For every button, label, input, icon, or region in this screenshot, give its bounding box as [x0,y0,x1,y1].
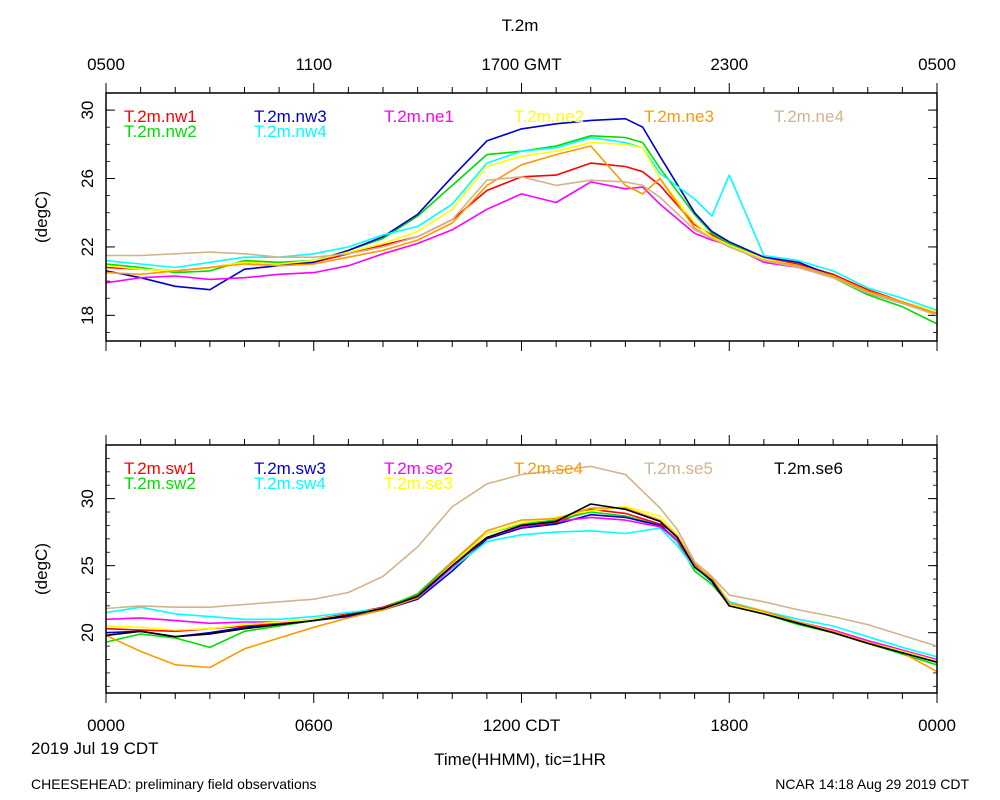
series-line-t-2m-nw1 [105,162,938,315]
legend-t-2m-sw2: T.2m.sw2 [124,474,196,493]
legend-t-2m-nw1: T.2m.nw1 [124,107,197,126]
x-tick-label: 0000 [87,716,125,735]
series-line-t-2m-se5 [105,465,938,647]
series-line-t-2m-nw4 [105,136,938,311]
top-y-axis-label: (degC) [32,191,51,243]
x-tick-label: 1100 [295,55,332,74]
y-tick-label: 22 [78,237,97,256]
series-line-t-2m-sw3 [105,513,938,662]
y-tick-label: 25 [78,556,97,575]
series-line-t-2m-sw4 [105,527,938,658]
series-line-t-2m-se4 [105,507,938,673]
x-tick-label: 0600 [295,716,333,735]
x-tick-label: 0500 [918,55,956,74]
footer-left: CHEESEHEAD: preliminary field observatio… [31,776,317,792]
legend-t-2m-sw1: T.2m.sw1 [124,459,196,478]
top-x-ticks [105,83,938,351]
series-line-t-2m-se6 [105,503,938,663]
y-tick-label: 20 [78,623,97,642]
bottom-panel: 20 25 30 0000 0600 1200 CDT 1800 0000 (degC) 2… [31,435,956,769]
legend-t-2m-ne2: T.2m.ne2 [514,107,584,126]
top-series-lines [105,117,938,325]
y-tick-label: 30 [78,489,97,508]
series-line-t-2m-nw3 [105,117,938,313]
legend-t-2m-se5: T.2m.se5 [644,459,713,478]
legend-t-2m-sw3: T.2m.sw3 [254,459,326,478]
bottom-axis-tick-labels: 0000 0600 1200 CDT 1800 0000 [87,716,956,735]
x-axis-label: Time(HHMM), tic=1HR [434,750,606,769]
x-tick-label: 1800 [710,716,748,735]
y-tick-label: 18 [78,306,97,325]
y-tick-label: 26 [78,169,97,188]
series-line-t-2m-sw2 [105,511,938,666]
series-line-t-2m-ne2 [105,141,938,313]
bottom-y-axis-label: (degC) [32,543,51,595]
x-tick-label: 0000 [918,716,956,735]
legend-t-2m-se6: T.2m.se6 [774,459,843,478]
top-panel: T.2m 0500 1100 1700 GMT 2300 0500 18 22 26 30 (… [32,16,956,351]
top-plot-frame [105,92,938,342]
x-tick-label: 1200 CDT [483,716,560,735]
legend-t-2m-nw3: T.2m.nw3 [254,107,327,126]
legend-t-2m-se4: T.2m.se4 [514,459,583,478]
legend-t-2m-nw2: T.2m.nw2 [124,122,197,141]
top-axis-tick-labels: 0500 1100 1700 GMT 2300 0500 [87,55,956,74]
series-line-t-2m-ne4 [106,176,938,317]
x-tick-label: 1700 GMT [481,55,561,74]
x-tick-label: 2300 [710,55,748,74]
top-legend: T.2m.nw1 T.2m.nw3 T.2m.ne1 T.2m.ne2 T.2m.ne3… [124,107,844,141]
top-chart-title: T.2m [502,16,539,35]
legend-t-2m-ne4: T.2m.ne4 [774,107,844,126]
date-label: 2019 Jul 19 CDT [31,739,159,758]
footer-right: NCAR 14:18 Aug 29 2019 CDT [775,776,969,792]
series-line-t-2m-ne1 [105,181,938,315]
series-line-t-2m-ne3 [105,145,938,315]
legend-t-2m-ne1: T.2m.ne1 [384,107,454,126]
bottom-series-lines [105,465,938,673]
legend-t-2m-se3: T.2m.se3 [384,474,453,493]
legend-t-2m-sw4: T.2m.sw4 [254,474,326,493]
legend-t-2m-ne3: T.2m.ne3 [644,107,714,126]
x-tick-label: 0500 [87,55,125,74]
bottom-legend: T.2m.sw1 T.2m.sw3 T.2m.se2 T.2m.se4 T.2m.se5… [124,459,843,493]
legend-t-2m-se2: T.2m.se2 [384,459,453,478]
y-tick-label: 30 [78,101,97,120]
top-y-axis: 18 22 26 30 [78,92,937,333]
legend-t-2m-nw4: T.2m.nw4 [254,122,327,141]
bottom-y-axis: 20 25 30 [78,444,937,687]
bottom-x-ticks [105,435,938,703]
